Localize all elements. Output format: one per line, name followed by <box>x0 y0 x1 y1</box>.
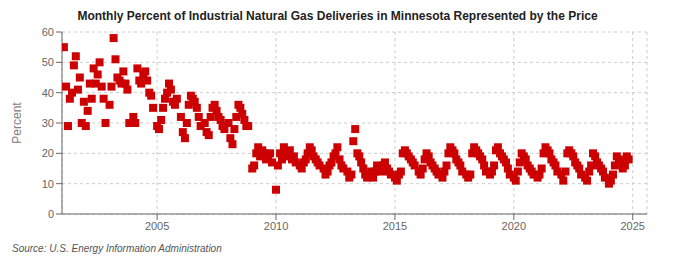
html-text:Monthly Percent of Industrial: Monthly Percent of Industrial Natural Ga… <box>77 9 598 23</box>
svg-text:0: 0 <box>48 208 54 220</box>
svg-text:2025: 2025 <box>620 220 644 232</box>
svg-text:2010: 2010 <box>264 220 288 232</box>
html-text:Source: U.S. Energy Informatio: Source: U.S. Energy Information Administ… <box>12 243 222 254</box>
svg-text:2005: 2005 <box>145 220 169 232</box>
svg-text:30: 30 <box>42 117 54 129</box>
svg-text:50: 50 <box>42 56 54 68</box>
svg-text:2020: 2020 <box>502 220 526 232</box>
svg-text:10: 10 <box>42 178 54 190</box>
svg-text:40: 40 <box>42 87 54 99</box>
svg-text:Percent: Percent <box>10 102 24 144</box>
svg-text:20: 20 <box>42 147 54 159</box>
svg-text:2015: 2015 <box>383 220 407 232</box>
svg-text:60: 60 <box>42 26 54 38</box>
